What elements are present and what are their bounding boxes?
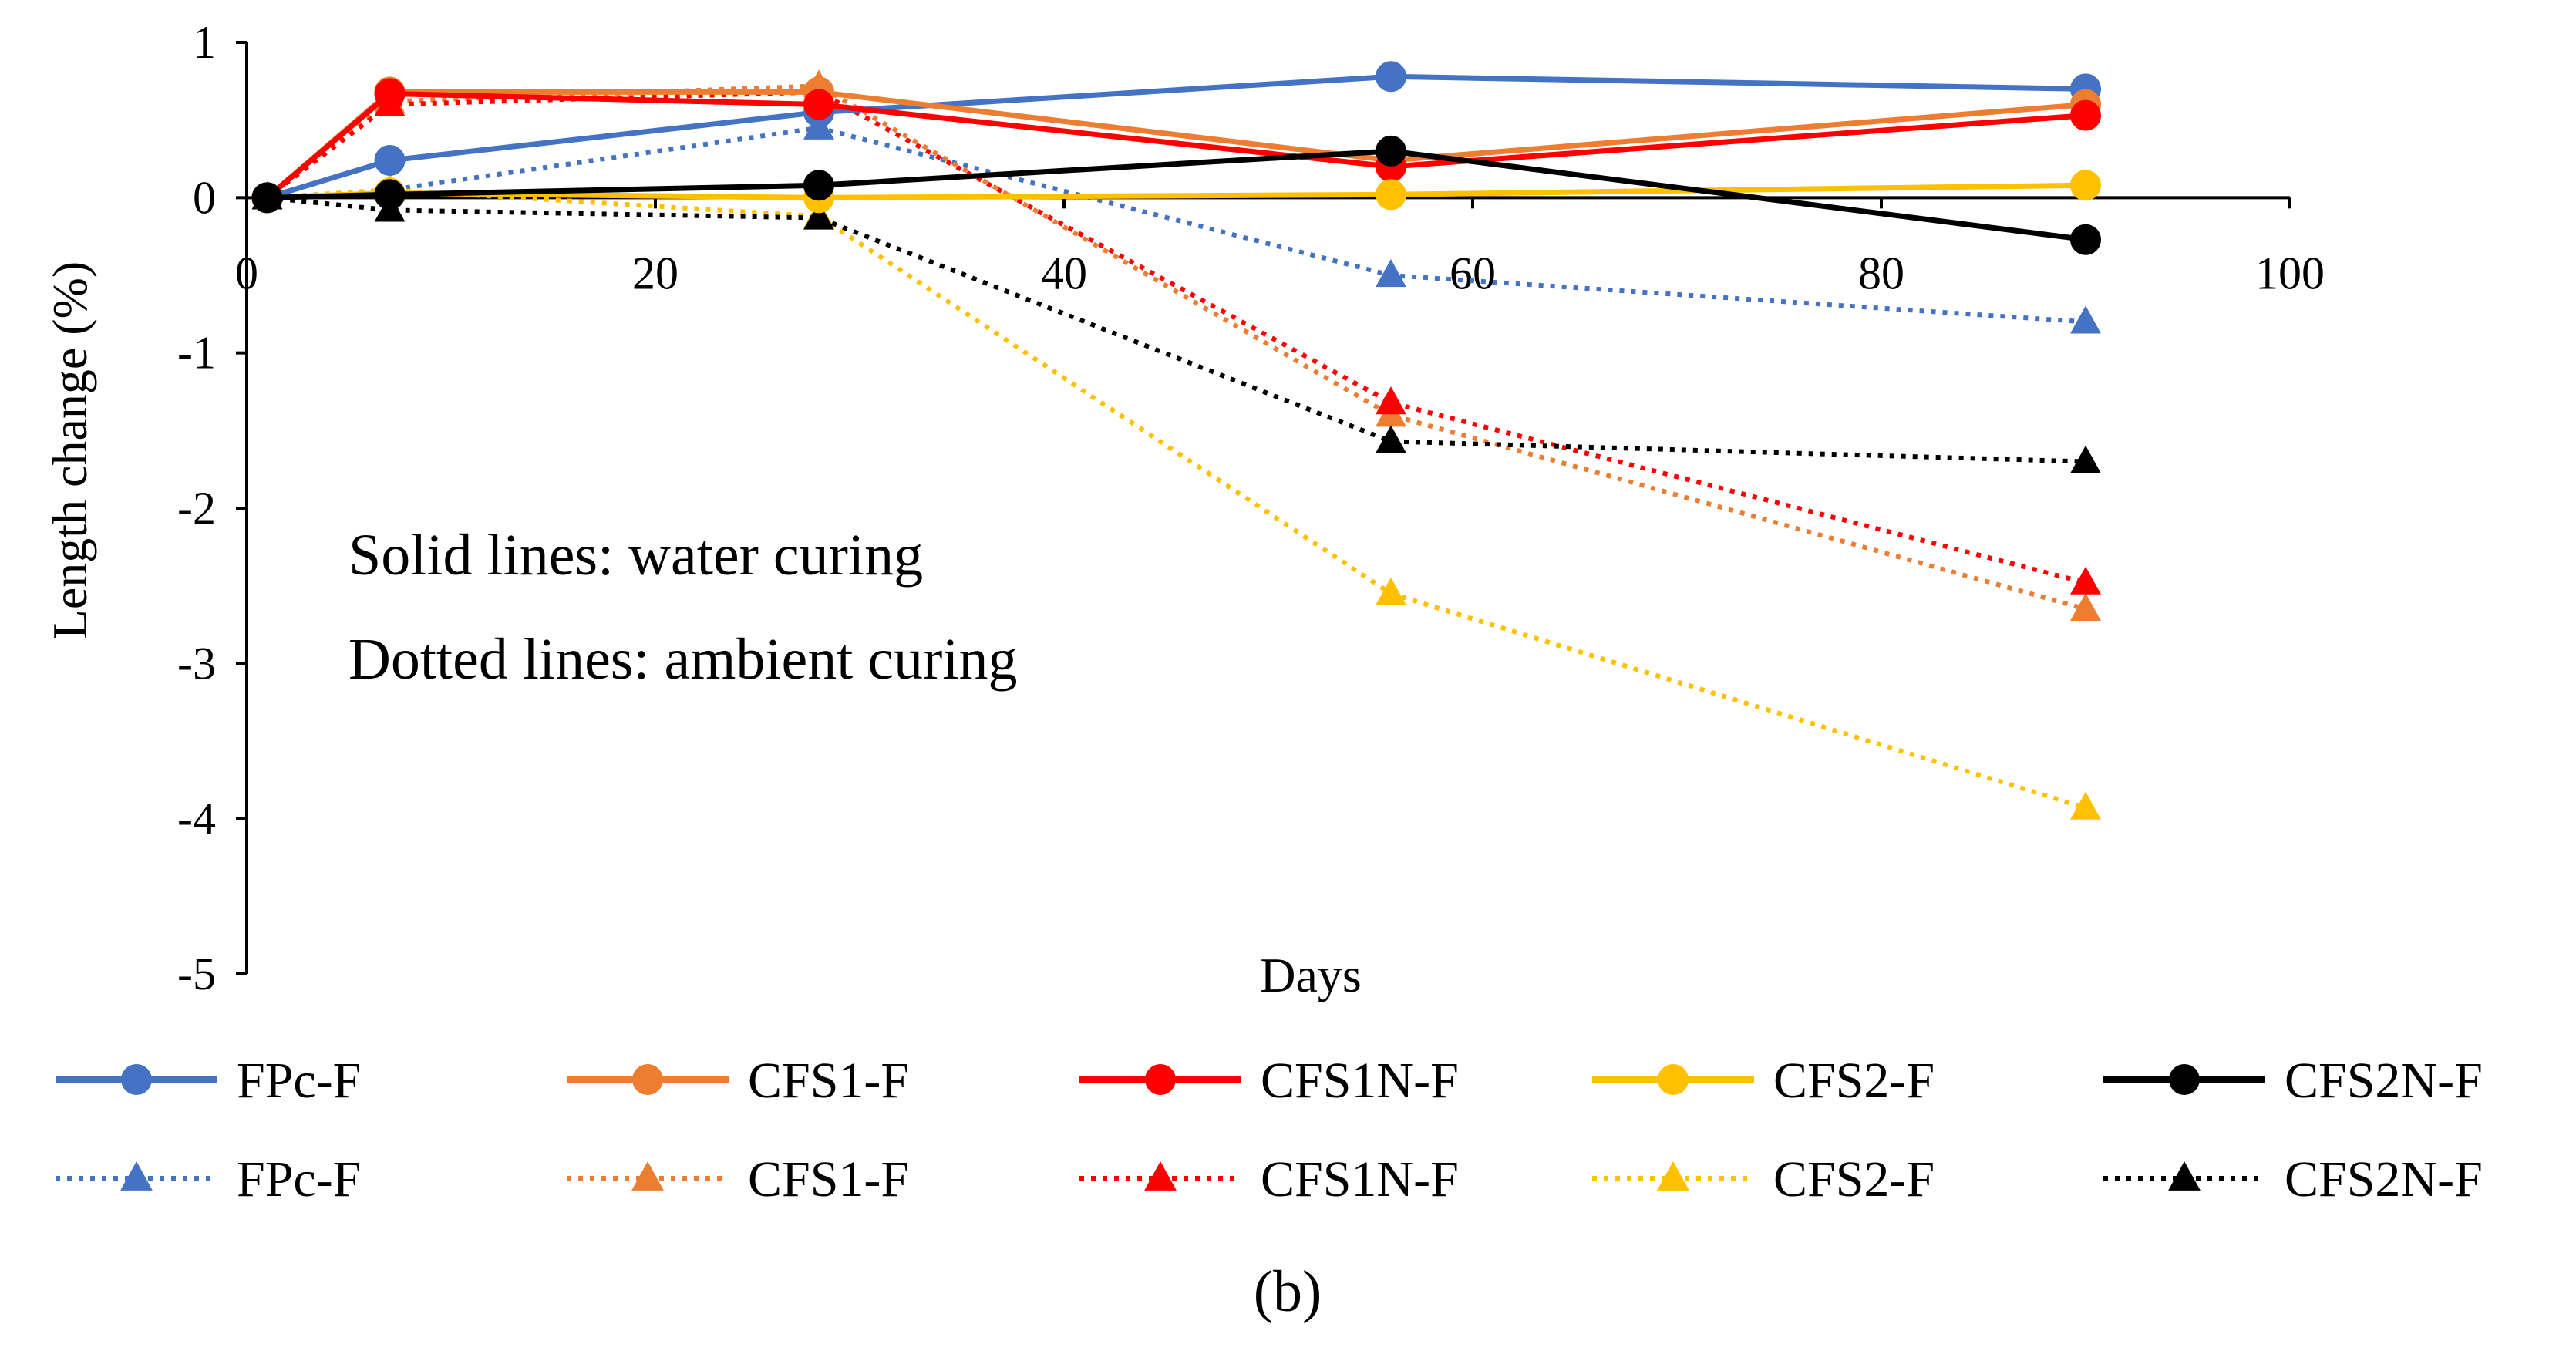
series-cfs1n-f-ambient [251, 76, 2101, 595]
data-point-triangle [1376, 386, 1406, 415]
data-point-triangle [2070, 445, 2101, 473]
data-point-triangle [803, 201, 834, 230]
data-point-circle [1376, 179, 1406, 211]
legend-label: FPc-F [237, 1053, 361, 1109]
series-cfs2n-f-water [251, 135, 2101, 255]
legend-label: CFS2-F [1773, 1053, 1935, 1109]
data-point-circle [1376, 135, 1406, 167]
legend-marker-circle [121, 1064, 152, 1095]
x-tick-label: 100 [2255, 248, 2325, 298]
legend-marker-circle [2169, 1064, 2200, 1095]
data-point-circle [2070, 224, 2101, 255]
legend-label: CFS1N-F [1261, 1151, 1459, 1208]
data-point-circle [803, 170, 834, 201]
y-tick-label: -3 [177, 638, 216, 689]
y-tick-label: 1 [193, 17, 216, 68]
data-point-circle [374, 145, 406, 177]
legend-item-cfs2-f-ambient: CFS2-F [1592, 1151, 1935, 1208]
annotation-text: Solid lines: water curing [349, 523, 923, 588]
x-axis-title: Days [1260, 948, 1362, 1002]
data-point-triangle [1376, 577, 1406, 605]
legend-marker-circle [1145, 1064, 1176, 1095]
legend-item-cfs2-f-water: CFS2-F [1592, 1053, 1935, 1109]
legend-marker-triangle [631, 1161, 664, 1191]
data-point-circle [2070, 170, 2101, 201]
legend-marker-circle [1658, 1064, 1689, 1095]
legend-item-fpc-f-water: FPc-F [56, 1053, 361, 1109]
legend-marker-triangle [2168, 1161, 2201, 1191]
series-cfs2n-f-ambient [251, 181, 2101, 473]
data-point-triangle [2070, 305, 2101, 334]
legend-item-cfs1-f-ambient: CFS1-F [567, 1151, 909, 1208]
legend-item-cfs1n-f-ambient: CFS1N-F [1079, 1151, 1459, 1208]
legend-label: CFS2N-F [2285, 1151, 2483, 1208]
legend-item-cfs1-f-water: CFS1-F [567, 1053, 909, 1109]
data-point-circle [803, 89, 834, 120]
x-tick-label: 80 [1858, 248, 1904, 298]
data-point-triangle [2070, 592, 2101, 621]
data-point-circle [1376, 61, 1406, 93]
legend-item-cfs1n-f-water: CFS1N-F [1079, 1053, 1459, 1109]
y-tick-label: -5 [177, 948, 216, 999]
legend-item-fpc-f-ambient: FPc-F [56, 1151, 361, 1208]
y-tick-label: 0 [193, 172, 216, 223]
x-tick-label: 60 [1450, 248, 1496, 298]
series-lines [251, 61, 2101, 820]
y-tick-label: -4 [177, 793, 216, 844]
legend-label: CFS2-F [1773, 1151, 1935, 1208]
legend-marker-triangle [1144, 1161, 1177, 1191]
legend-label: CFS1-F [748, 1151, 909, 1208]
legend-label: CFS1N-F [1261, 1053, 1459, 1109]
data-point-triangle [2070, 566, 2101, 595]
series-cfs2-f-ambient [251, 174, 2101, 820]
series-line [265, 89, 2086, 585]
x-tick-label: 20 [632, 248, 679, 298]
legend-marker-circle [632, 1064, 663, 1095]
legend-marker-triangle [120, 1161, 153, 1191]
data-point-circle [374, 179, 406, 211]
legend-marker-triangle [1657, 1161, 1689, 1191]
data-point-triangle [1376, 259, 1406, 288]
y-tick-label: -2 [177, 483, 216, 534]
axes: 1 0 -1 -2 -3 -4 -5 0 20 40 60 80 100 Days Length chang… [42, 17, 2325, 1002]
legend: FPc-F CFS1-F CFS1N-F CFS2-F CFS2N-F FPc-F CFS1… [56, 1053, 2483, 1208]
legend-label: FPc-F [237, 1151, 361, 1208]
figure-caption: (b) [1254, 1259, 1322, 1324]
x-tick-label: 0 [235, 248, 258, 298]
legend-item-cfs2n-f-water: CFS2N-F [2103, 1053, 2483, 1109]
legend-label: CFS1-F [748, 1053, 909, 1109]
data-point-circle [374, 78, 406, 109]
legend-label: CFS2N-F [2285, 1053, 2483, 1109]
annotations: Solid lines: water curing Dotted lines: a… [349, 523, 1017, 692]
x-tick-label: 40 [1041, 248, 1087, 298]
y-axis-title: Length change (%) [42, 261, 97, 639]
series-line [267, 187, 2086, 810]
data-point-circle [2070, 99, 2101, 131]
y-tick-label: -1 [177, 328, 216, 379]
series-line [267, 195, 2086, 464]
annotation-text: Dotted lines: ambient curing [349, 627, 1017, 692]
data-point-circle [251, 182, 283, 214]
legend-item-cfs2n-f-ambient: CFS2N-F [2103, 1151, 2483, 1208]
data-point-triangle [1376, 425, 1406, 453]
data-point-triangle [2070, 791, 2101, 820]
